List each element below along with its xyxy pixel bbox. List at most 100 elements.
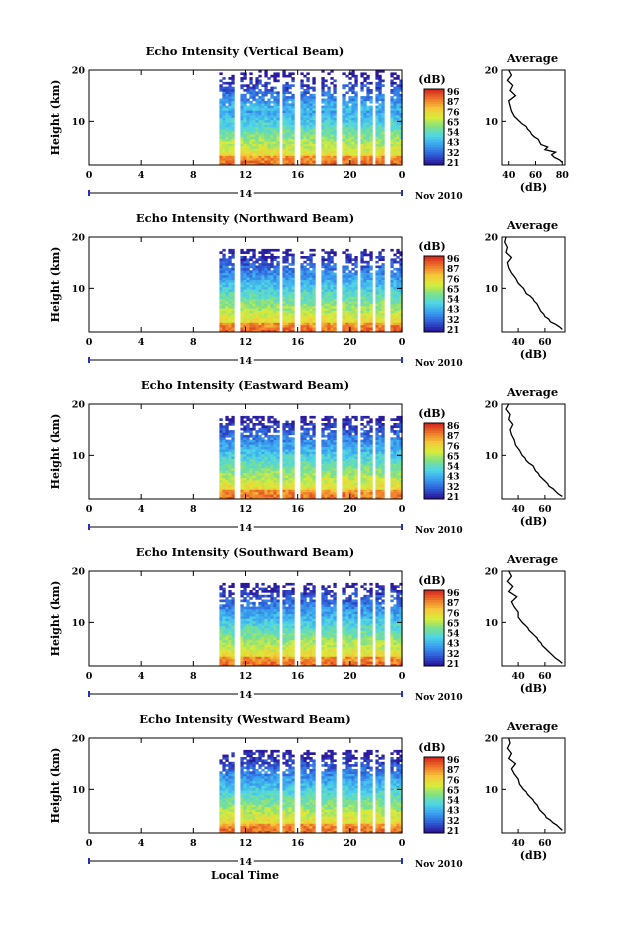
profile-x-tick-label: 40 — [511, 504, 525, 515]
date-suffix: Nov 2010 — [415, 693, 463, 703]
x-tick-label: 0 — [399, 671, 406, 682]
y-tick-label: 20 — [72, 233, 86, 244]
average-profile: Average 20 10 40 60(dB) — [485, 719, 566, 862]
colorbar-tick-label: 96 — [447, 255, 460, 265]
colorbar-tick-label: 54 — [447, 797, 460, 807]
colorbar-frame — [423, 422, 445, 500]
echo-heatmap — [219, 582, 403, 667]
profile-y-tick-label: 10 — [485, 117, 499, 128]
colorbar-tick-label: 65 — [447, 285, 460, 295]
x-tick-label: 4 — [138, 337, 145, 348]
x-tick-label: 4 — [138, 838, 145, 849]
y-tick-label: 10 — [72, 785, 86, 796]
colorbar-tick-label: 87 — [447, 98, 460, 108]
y-axis-label: Height (km) — [49, 80, 62, 156]
profile-title: Average — [506, 719, 558, 733]
profile-x-tick-label: 80 — [556, 170, 570, 181]
colorbar-tick-label: 76 — [447, 442, 460, 452]
x-tick-label: 16 — [291, 838, 305, 849]
profile-x-tick-label: 60 — [538, 838, 552, 849]
profile-frame — [501, 236, 566, 333]
profile-y-tick-label: 10 — [485, 785, 499, 796]
x-tick-label: 8 — [190, 838, 197, 849]
date-label: 14 — [239, 690, 253, 701]
date-label: 14 — [239, 189, 253, 200]
colorbar-tick-label: 32 — [447, 149, 460, 159]
date-suffix: Nov 2010 — [415, 526, 463, 536]
date-label: 14 — [239, 857, 253, 868]
colorbar-tick-label: 43 — [447, 807, 460, 817]
x-tick-label: 20 — [343, 671, 357, 682]
echo-heatmap — [219, 248, 403, 333]
x-tick-label: 0 — [86, 838, 93, 849]
profile-x-label: (dB) — [520, 181, 547, 194]
x-tick-label: 16 — [291, 337, 305, 348]
colorbar-unit: (dB) — [418, 240, 445, 253]
date-suffix: Nov 2010 — [415, 860, 463, 870]
date-suffix: Nov 2010 — [415, 359, 463, 369]
date-label: 14 — [239, 523, 253, 534]
colorbar-tick-label: 32 — [447, 650, 460, 660]
y-tick-label: 20 — [72, 567, 86, 578]
colorbar-tick-label: 65 — [447, 118, 460, 128]
x-tick-label: 16 — [291, 504, 305, 515]
profile-x-tick-label: 60 — [538, 671, 552, 682]
beam-panel: Echo Intensity (Westward Beam) 20 10 Height… — [49, 712, 566, 870]
colorbar-tick-label: 21 — [447, 827, 460, 837]
profile-y-tick-label: 10 — [485, 618, 499, 629]
colorbar-tick-label: 65 — [447, 786, 460, 796]
colorbar-tick-label: 32 — [447, 483, 460, 493]
profile-x-tick-label: 40 — [502, 170, 516, 181]
x-tick-label: 4 — [138, 671, 145, 682]
profile-title: Average — [506, 51, 558, 65]
colorbar-unit: (dB) — [418, 741, 445, 754]
beam-panel: Echo Intensity (Eastward Beam) 20 10 Height… — [49, 378, 566, 536]
average-profile: Average 20 10 40 60(dB) — [485, 552, 566, 695]
colorbar-tick-label: 54 — [447, 463, 460, 473]
profile-title: Average — [506, 552, 558, 566]
profile-x-tick-label: 40 — [511, 838, 525, 849]
beam-panel: Echo Intensity (Vertical Beam) 20 10 Height… — [49, 44, 569, 202]
colorbar-tick-label: 87 — [447, 432, 460, 442]
colorbar-tick-label: 21 — [447, 493, 460, 503]
date-suffix: Nov 2010 — [415, 192, 463, 202]
colorbar-tick-label: 43 — [447, 139, 460, 149]
echo-heatmap — [219, 70, 403, 166]
average-profile: Average 20 10 40 60(dB) — [485, 218, 566, 361]
profile-x-label: (dB) — [520, 849, 547, 862]
profile-line — [506, 570, 563, 664]
x-tick-label: 12 — [239, 504, 252, 515]
profile-y-tick-label: 20 — [485, 734, 499, 745]
colorbar-frame — [423, 756, 445, 834]
x-tick-label: 12 — [239, 838, 252, 849]
panel-title: Echo Intensity (Vertical Beam) — [146, 44, 345, 58]
x-tick-label: 16 — [291, 671, 305, 682]
profile-y-tick-label: 20 — [485, 233, 499, 244]
profile-line — [506, 69, 563, 163]
profile-frame — [501, 69, 566, 166]
colorbar-tick-label: 96 — [447, 88, 460, 98]
colorbar-tick-label: 87 — [447, 599, 460, 609]
colorbar-tick-label: 43 — [447, 473, 460, 483]
colorbar-tick-label: 43 — [447, 640, 460, 650]
profile-title: Average — [506, 385, 558, 399]
average-profile: Average 20 10 40 60 80 (dB) — [485, 51, 570, 194]
x-tick-label: 12 — [239, 170, 252, 181]
x-tick-label: 12 — [239, 671, 252, 682]
colorbar-tick-label: 54 — [447, 129, 460, 139]
colorbar-tick-label: 96 — [447, 589, 460, 599]
x-tick-label: 0 — [86, 671, 93, 682]
profile-x-tick-label: 40 — [511, 337, 525, 348]
x-tick-label: 8 — [190, 170, 197, 181]
x-tick-label: 20 — [343, 838, 357, 849]
x-tick-label: 20 — [343, 337, 357, 348]
profile-x-tick-label: 60 — [538, 504, 552, 515]
x-tick-label: 0 — [399, 170, 406, 181]
echo-heatmap — [219, 749, 403, 834]
echo-heatmap — [219, 415, 403, 500]
colorbar-tick-label: 21 — [447, 159, 460, 169]
panel-title: Echo Intensity (Northward Beam) — [136, 211, 354, 225]
